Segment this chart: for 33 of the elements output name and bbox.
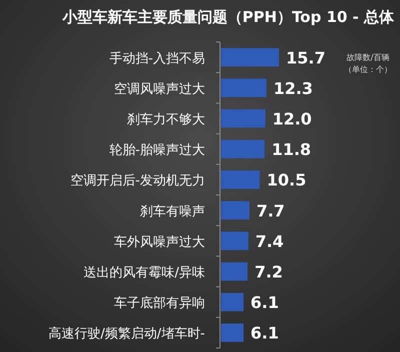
bar — [221, 292, 244, 312]
data-label: 6.1 — [250, 324, 279, 343]
y-tick-label: 车外风噪声过大 — [114, 234, 205, 250]
data-label: 7.2 — [254, 262, 283, 282]
y-tick-label: 送出的风有霉味/异味 — [84, 266, 205, 280]
y-tick-label: 高速行驶/频繁启动/堵车时- — [48, 326, 206, 342]
bar — [221, 324, 244, 342]
chart-title: 小型车新车主要质量问题（PPH）Top 10 - 总体 — [61, 8, 395, 26]
y-tick-label: 手动挡-入挡不易 — [109, 51, 205, 66]
data-label: 12.3 — [273, 78, 313, 98]
y-tick-label: 轮胎-胎噪声过大 — [109, 143, 205, 158]
data-label: 7.4 — [255, 232, 284, 251]
bar — [221, 232, 248, 250]
y-tick-label: 刹车有噪声 — [140, 204, 205, 220]
bar — [221, 78, 266, 98]
data-label: 10.5 — [266, 170, 306, 190]
text: （单位：个） — [344, 65, 392, 74]
y-tick-label: 空调开启后-发动机无力 — [70, 172, 205, 189]
y-tick-label: 车子底部有异响 — [114, 296, 205, 312]
data-label: 11.8 — [272, 140, 312, 160]
data-label: 7.7 — [256, 201, 285, 220]
bar — [221, 140, 265, 158]
bar — [221, 262, 248, 281]
bar — [221, 109, 266, 128]
data-label: 15.7 — [286, 48, 326, 68]
bar — [221, 201, 250, 220]
y-tick-label: 空调风噪声过大 — [114, 82, 205, 97]
data-label: 6.1 — [250, 293, 279, 312]
data-label: 12.0 — [272, 110, 312, 128]
text: 故障数/百辆 — [346, 53, 390, 62]
bar — [221, 170, 260, 189]
bar — [221, 48, 279, 66]
y-tick-label: 刹车力不够大 — [127, 112, 205, 128]
